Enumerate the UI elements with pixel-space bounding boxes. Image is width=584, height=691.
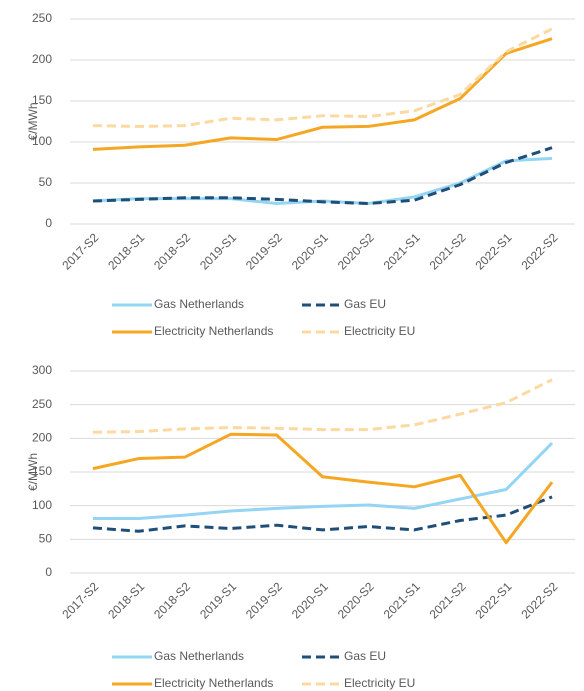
y-tick-label: 150: [32, 93, 52, 107]
x-tick-label: 2018-S1: [105, 579, 147, 621]
legend-label: Gas Netherlands: [154, 649, 244, 663]
series-line: [92, 432, 554, 545]
x-tick-label: 2021-S1: [381, 579, 423, 621]
x-tick-label: 2019-S2: [243, 579, 285, 621]
legend-label: Gas EU: [344, 649, 386, 663]
x-tick-label: 2022-S2: [518, 230, 560, 272]
y-tick-label: 200: [32, 52, 52, 66]
y-tick-label: 200: [32, 431, 52, 445]
x-tick-label: 2017-S2: [59, 230, 101, 272]
series-line: [92, 146, 553, 205]
y-tick-label: 50: [39, 175, 53, 189]
x-tick-label: 2022-S1: [473, 230, 515, 272]
x-tick-label: 2017-S2: [59, 579, 101, 621]
x-tick-label: 2021-S2: [427, 230, 469, 272]
y-tick-label: 50: [39, 532, 53, 546]
legend-label: Electricity EU: [344, 676, 415, 690]
legend-label: Electricity EU: [344, 324, 415, 338]
y-tick-label: 250: [32, 397, 52, 411]
y-axis-label: €/MWh: [26, 453, 40, 491]
x-tick-label: 2018-S1: [105, 230, 147, 272]
y-tick-label: 300: [32, 363, 52, 377]
series-line: [92, 156, 553, 205]
x-tick-label: 2020-S1: [289, 230, 331, 272]
x-tick-label: 2021-S2: [427, 579, 469, 621]
x-tick-label: 2019-S1: [197, 230, 239, 272]
x-tick-label: 2022-S2: [518, 579, 560, 621]
x-tick-label: 2019-S2: [243, 230, 285, 272]
x-tick-label: 2018-S2: [151, 230, 193, 272]
x-tick-label: 2020-S2: [335, 230, 377, 272]
y-tick-label: 100: [32, 498, 52, 512]
x-tick-label: 2019-S1: [197, 579, 239, 621]
series-line: [92, 27, 553, 128]
y-tick-label: 250: [32, 11, 52, 25]
legend-label: Gas Netherlands: [154, 297, 244, 311]
x-tick-label: 2022-S1: [473, 579, 515, 621]
y-tick-label: 150: [32, 464, 52, 478]
legend-label: Electricity Netherlands: [154, 324, 273, 338]
y-tick-label: 0: [45, 216, 52, 230]
legend-label: Electricity Netherlands: [154, 676, 273, 690]
x-tick-label: 2018-S2: [151, 579, 193, 621]
series-line: [92, 495, 553, 533]
legend-label: Gas EU: [344, 297, 386, 311]
y-tick-label: 100: [32, 134, 52, 148]
y-axis-label: €/MWh: [26, 102, 40, 140]
x-tick-label: 2020-S2: [335, 579, 377, 621]
x-tick-label: 2021-S1: [381, 230, 423, 272]
series-line: [92, 378, 553, 434]
series-line: [92, 37, 553, 151]
y-tick-label: 0: [45, 565, 52, 579]
x-tick-label: 2020-S1: [289, 579, 331, 621]
